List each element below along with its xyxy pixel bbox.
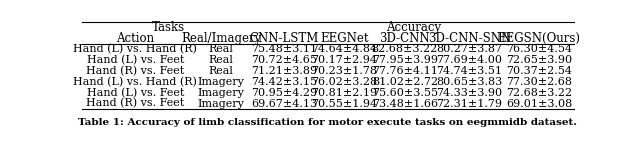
Text: 77.69±4.00: 77.69±4.00 (436, 55, 502, 65)
Text: Real: Real (209, 66, 234, 76)
Text: 75.48±3.11: 75.48±3.11 (252, 44, 317, 54)
Text: 69.67±4.13: 69.67±4.13 (252, 99, 317, 108)
Text: Hand (R) vs. Feet: Hand (R) vs. Feet (86, 66, 184, 76)
Text: 72.68±3.22: 72.68±3.22 (506, 88, 572, 98)
Text: EEGSN(Ours): EEGSN(Ours) (497, 32, 580, 45)
Text: 75.60±3.55: 75.60±3.55 (372, 88, 438, 98)
Text: CNN-LSTM: CNN-LSTM (250, 32, 319, 45)
Text: Hand (R) vs. Feet: Hand (R) vs. Feet (86, 98, 184, 109)
Text: Real/Imagery: Real/Imagery (181, 32, 261, 45)
Text: 70.81±2.19: 70.81±2.19 (312, 88, 378, 98)
Text: 81.02±2.72: 81.02±2.72 (372, 77, 438, 87)
Text: Imagery: Imagery (198, 77, 244, 87)
Text: 77.76±4.11: 77.76±4.11 (372, 66, 438, 76)
Text: 70.17±2.94: 70.17±2.94 (312, 55, 378, 65)
Text: 70.55±1.94: 70.55±1.94 (312, 99, 378, 108)
Text: Real: Real (209, 55, 234, 65)
Text: 70.37±2.54: 70.37±2.54 (506, 66, 572, 76)
Text: 3D-CNN-SNN: 3D-CNN-SNN (428, 32, 511, 45)
Text: 74.42±3.15: 74.42±3.15 (252, 77, 317, 87)
Text: 77.30±2.68: 77.30±2.68 (506, 77, 572, 87)
Text: Tasks: Tasks (152, 21, 185, 34)
Text: 70.23±1.78: 70.23±1.78 (312, 66, 378, 76)
Text: Real: Real (209, 44, 234, 54)
Text: 80.65±3.83: 80.65±3.83 (436, 77, 502, 87)
Text: 73.48±1.66: 73.48±1.66 (372, 99, 438, 108)
Text: 72.65±3.90: 72.65±3.90 (506, 55, 572, 65)
Text: 72.31±1.79: 72.31±1.79 (436, 99, 502, 108)
Text: Accuracy: Accuracy (387, 21, 442, 34)
Text: 74.33±3.90: 74.33±3.90 (436, 88, 502, 98)
Text: Hand (L) vs. Feet: Hand (L) vs. Feet (86, 55, 184, 65)
Text: 3D-CNN: 3D-CNN (380, 32, 430, 45)
Text: 77.95±3.99: 77.95±3.99 (372, 55, 438, 65)
Text: Table 1: Accuracy of limb classification for motor execute tasks on eegmmidb dat: Table 1: Accuracy of limb classification… (79, 118, 577, 127)
Text: 71.21±3.89: 71.21±3.89 (252, 66, 317, 76)
Text: Hand (L) vs. Feet: Hand (L) vs. Feet (86, 87, 184, 98)
Text: Action: Action (116, 32, 154, 45)
Text: 74.74±3.51: 74.74±3.51 (436, 66, 502, 76)
Text: 70.95±4.29: 70.95±4.29 (252, 88, 317, 98)
Text: 80.27±3.87: 80.27±3.87 (436, 44, 502, 54)
Text: 76.02±3.28: 76.02±3.28 (312, 77, 378, 87)
Text: 76.30±4.54: 76.30±4.54 (506, 44, 572, 54)
Text: 69.01±3.08: 69.01±3.08 (506, 99, 572, 108)
Text: 74.64±4.84: 74.64±4.84 (312, 44, 378, 54)
Text: 70.72±4.65: 70.72±4.65 (252, 55, 317, 65)
Text: 82.68±3.22: 82.68±3.22 (372, 44, 438, 54)
Text: Imagery: Imagery (198, 99, 244, 108)
Text: Hand (L) vs. Hand (R): Hand (L) vs. Hand (R) (73, 77, 197, 87)
Text: Imagery: Imagery (198, 88, 244, 98)
Text: Hand (L) vs. Hand (R): Hand (L) vs. Hand (R) (73, 44, 197, 55)
Text: EEGNet: EEGNet (320, 32, 369, 45)
